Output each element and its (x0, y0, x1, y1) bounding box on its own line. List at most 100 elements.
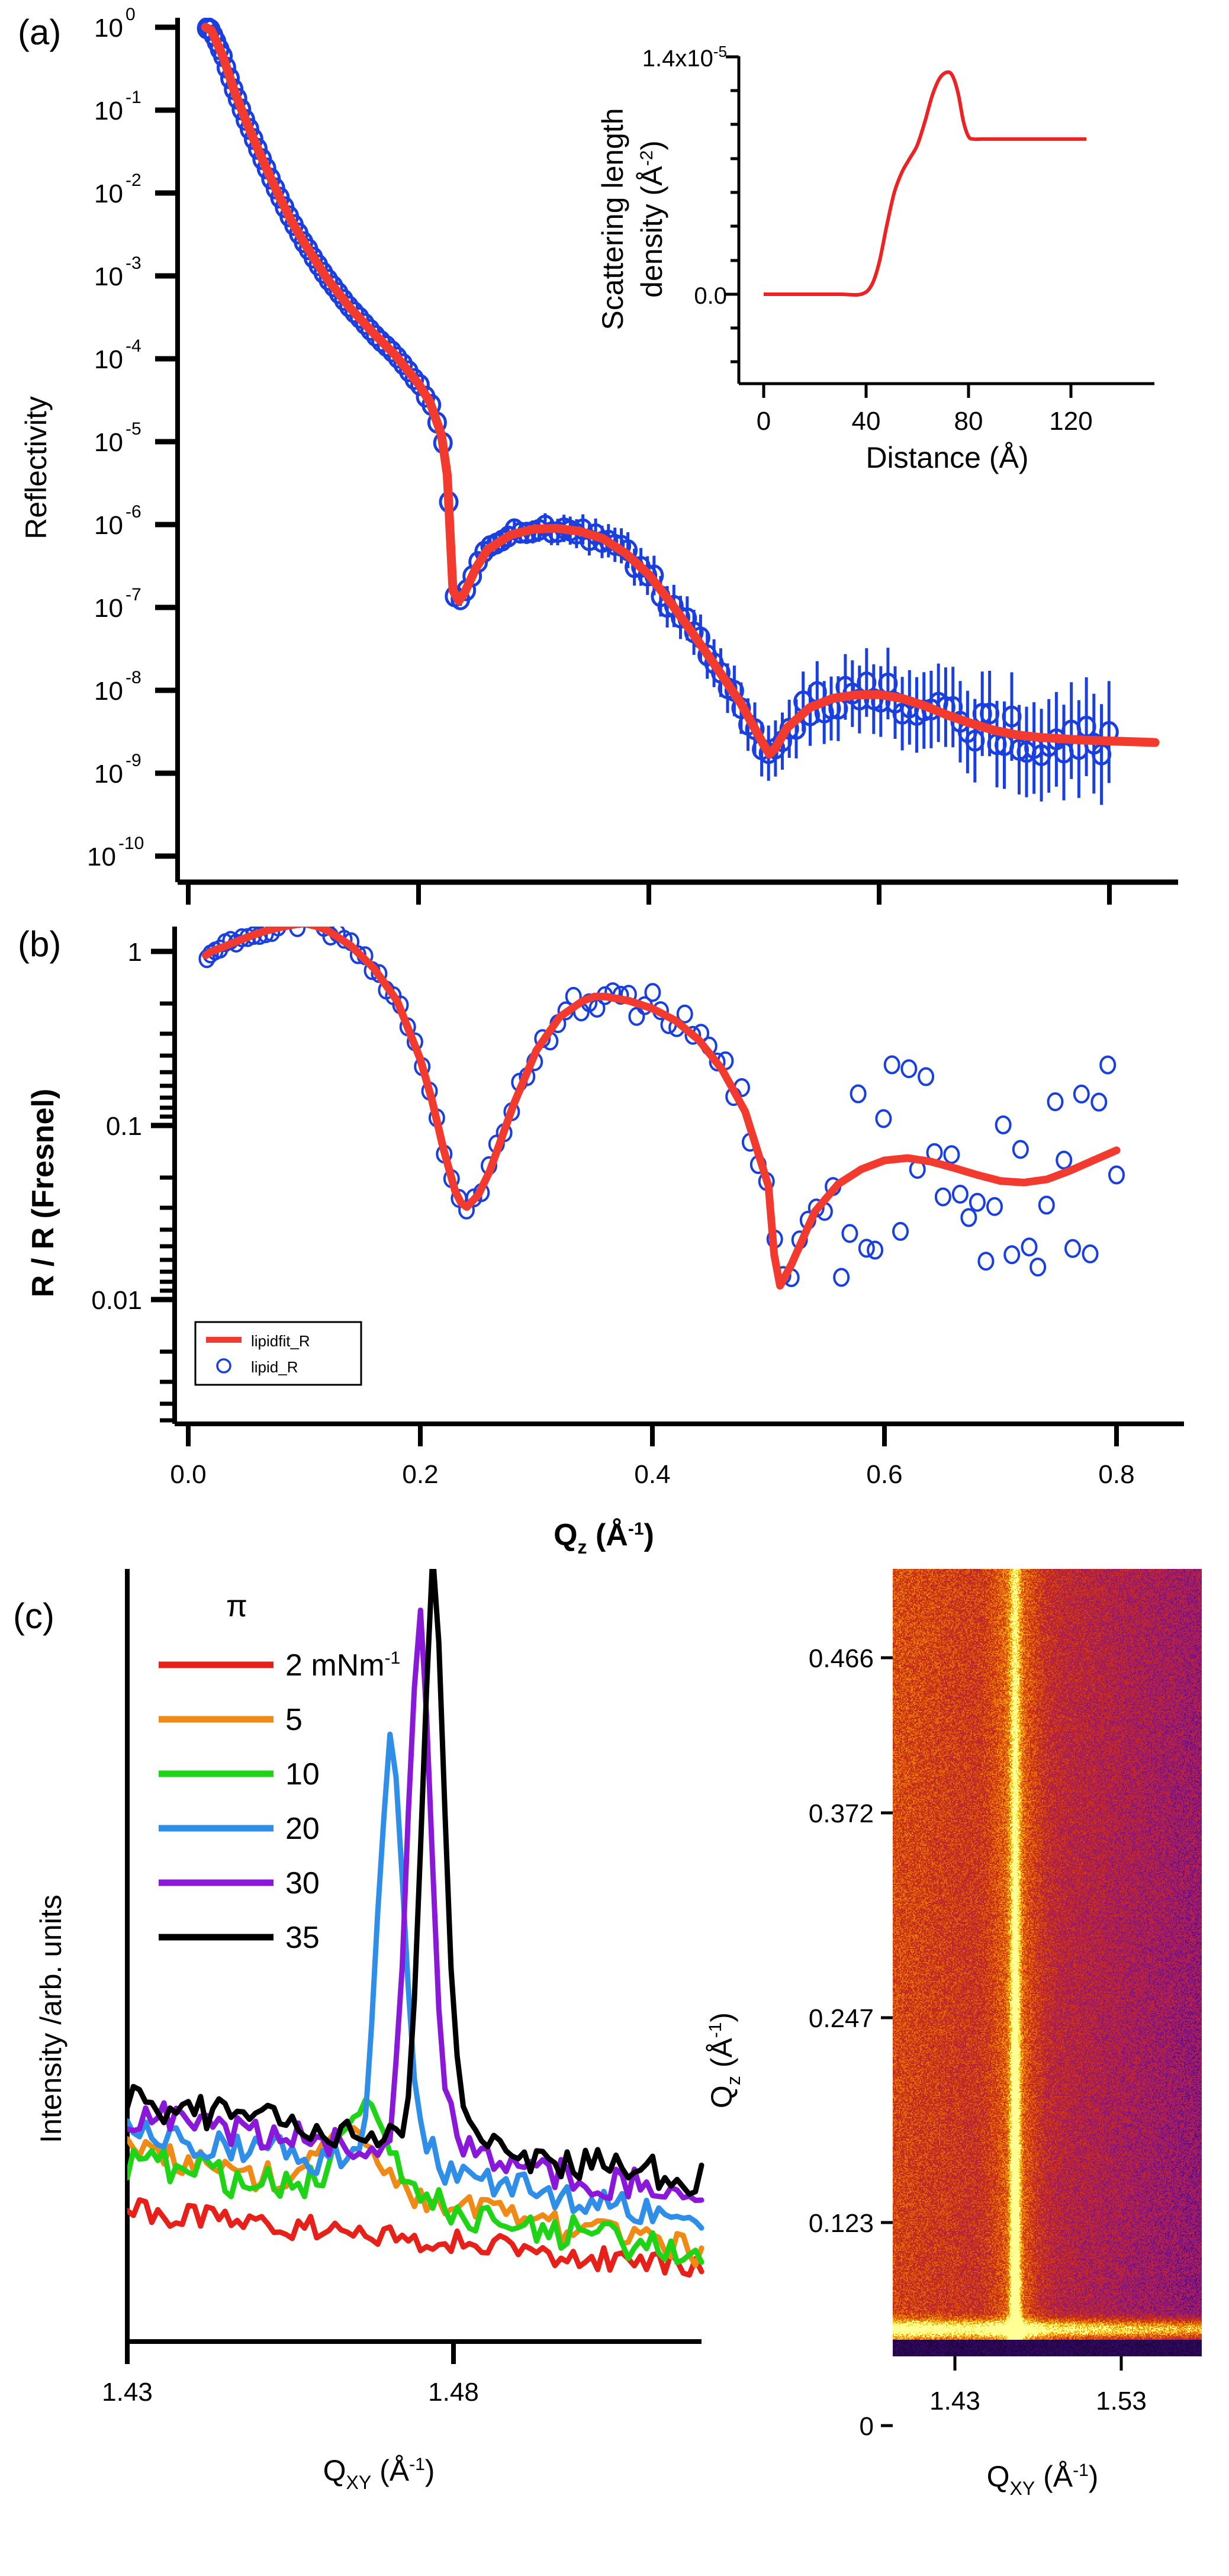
inset-xtick-0: 0 (757, 407, 771, 436)
panel-c-legend-label-3: 20 (285, 1812, 320, 1846)
panel-a-fit-curve (201, 22, 1160, 759)
panel-b-y-major-ticks (151, 948, 175, 1303)
inset-ytop-label: 1.4x10-5 (642, 43, 727, 72)
panel-b-legend-label-0: lipidfit_R (251, 1332, 310, 1350)
panel-b-legend-label-1: lipid_R (251, 1358, 298, 1376)
panel-b-label: (b) (18, 924, 61, 964)
panel-b-ytick-1: 0.1 (106, 1112, 142, 1141)
panel-b-ylabel: R / R (Fresnel) (26, 1089, 60, 1298)
panel-a-ytick-8-base: 10 (94, 677, 123, 706)
panel-b-xlabel: Qz (Å-1) (554, 1518, 654, 1558)
panel-d-x-ticks (953, 2356, 1123, 2371)
panel-b-legend-swatch-circle (216, 1358, 231, 1374)
panel-a-ytick-1-exp: -1 (126, 88, 141, 107)
panel-b-x-ticklabels: 0.0 0.2 0.4 0.6 0.8 (170, 1460, 1134, 1489)
panel-b-ytick-0: 1 (128, 938, 142, 967)
panel-c-legend-label-2: 10 (285, 1757, 320, 1792)
inset-yzero-label: 0.0 (694, 283, 727, 309)
panel-d-xlabel-unit-sup: -1 (1073, 2461, 1089, 2480)
panel-a-ytick-6-exp: -6 (126, 502, 141, 522)
panel-d-ylabel-unit-open: (Å (705, 2038, 738, 2076)
panel-b-svg: (b) R / R (Fresnel) 1 0.1 0.01 0.0 0.2 0 (18, 924, 1184, 1558)
panel-a-ytick-1-base: 10 (94, 97, 123, 126)
panel-d-ylabel-unit-close: ) (705, 2012, 738, 2022)
panel-d-xlabel-main: Q (987, 2460, 1010, 2493)
panel-b-xlabel-unit-open: (Å (587, 1518, 628, 1552)
panel-c-legend-label-1: 5 (285, 1703, 303, 1737)
panel-d-xlabel: QXY (Å-1) (987, 2460, 1099, 2499)
inset-xtick-2: 80 (954, 407, 983, 436)
inset-ylabel-line2-text: density (Å (635, 166, 668, 298)
panel-c-legend-sup-0: -1 (385, 1648, 401, 1668)
panel-b-xtick-1: 0.2 (402, 1460, 438, 1489)
panel-c-legend-text-0: 2 mNm (285, 1648, 385, 1683)
panel-d-xlabel-unit-open: (Å (1035, 2460, 1073, 2493)
panel-a-ytick-5-base: 10 (94, 428, 123, 457)
panel-b-xlabel-main: Q (554, 1518, 577, 1552)
panel-d-xlabel-unit-close: ) (1089, 2460, 1099, 2493)
panel-d-xtick-1: 1.53 (1096, 2387, 1147, 2416)
panel-a-ylabel: Reflectivity (20, 396, 53, 539)
panel-a-ytick-2-exp: -2 (126, 171, 141, 190)
panel-a-x-ticks (186, 882, 1112, 905)
panel-b-xtick-2: 0.4 (634, 1460, 670, 1489)
panel-a-y-ticks (155, 24, 178, 859)
panel-d-y-ticks (881, 1656, 893, 2427)
inset-xtick-3: 120 (1049, 407, 1092, 436)
panel-d-x-ticklabels: 1.43 1.53 (929, 2387, 1147, 2416)
panel-d-ylabel-main: Q (705, 2085, 738, 2108)
panel-b-data-points (198, 927, 1125, 1287)
inset-sld-plot: Scattering length density (Å-2) 1.4x10-5… (596, 43, 1154, 474)
inset-ylabel-line1: Scattering length (596, 108, 629, 330)
inset-y-ticks (726, 55, 739, 364)
panel-d-ylabel-unit-sup: -1 (706, 2022, 725, 2038)
panel-a-ytick-0-exp: 0 (126, 5, 136, 24)
panel-d-heatmap (893, 1569, 1202, 2356)
panel-d-ytick-4: 0 (860, 2412, 874, 2441)
panel-d-ytick-2: 0.247 (809, 2004, 874, 2033)
panel-b-xlabel-sub: z (578, 1536, 587, 1558)
panel-c-xlabel-main: Q (323, 2454, 346, 2487)
inset-ylabel-line2: density (Å-2) (635, 140, 668, 298)
panel-c-legend[interactable]: π 2 mNm-1 5 10 20 30 35 (159, 1589, 400, 1955)
panel-b-legend[interactable]: lipidfit_R lipid_R (194, 1321, 362, 1386)
panel-b-fit-curve (201, 927, 1121, 1290)
panel-a-ytick-9-base: 10 (94, 760, 123, 789)
panel-a-ytick-3-base: 10 (94, 262, 123, 291)
panel-c-legend-label-4: 30 (285, 1866, 320, 1900)
panel-a-ytick-0-base: 10 (94, 14, 123, 43)
panel-b-xlabel-unit-close: ) (644, 1518, 654, 1552)
panel-c-ylabel: Intensity /arb. units (34, 1895, 67, 2143)
panel-d-ytick-1: 0.372 (809, 1799, 874, 1828)
panel-b-xtick-0: 0.0 (170, 1460, 206, 1489)
panel-c-svg: (c) Intensity /arb. units 1.43 1.48 QXY … (13, 1569, 704, 2493)
panel-c-x-ticklabels: 1.43 1.48 (102, 2378, 479, 2407)
panel-c-legend-label-0: 2 mNm-1 (285, 1648, 400, 1683)
inset-ylabel-close: ) (635, 140, 668, 150)
panel-c-xtick-1: 1.48 (428, 2378, 479, 2407)
panel-a-label: (a) (18, 12, 61, 52)
panel-b-xtick-3: 0.6 (866, 1460, 902, 1489)
inset-x-ticklabels: 0 40 80 120 (757, 407, 1093, 436)
panel-d-ylabel-sub: z (723, 2076, 744, 2085)
panel-c-legend-label-5: 35 (285, 1921, 320, 1955)
panel-b-legend-box (194, 1321, 362, 1386)
panel-a-ytick-4-base: 10 (94, 345, 123, 374)
panel-b-y-ticklabels: 1 0.1 0.01 (91, 938, 142, 1315)
panel-a-ytick-2-base: 10 (94, 179, 123, 208)
panel-d-xlabel-sub: XY (1009, 2478, 1035, 2499)
panel-b-xlabel-unit-sup: -1 (628, 1519, 644, 1539)
panel-a-ytick-7-base: 10 (94, 594, 123, 623)
panel-a-ytick-9-exp: -9 (126, 751, 141, 770)
panel-c-xlabel-unit-close: ) (425, 2454, 435, 2487)
panel-c-xlabel: QXY (Å-1) (323, 2454, 435, 2493)
panel-a-ytick-10-base: 10 (87, 842, 116, 871)
panel-a-ytick-10-exp: -10 (118, 834, 144, 853)
panel-d-xtick-0: 1.43 (929, 2387, 980, 2416)
panel-b-ytick-2: 0.01 (91, 1286, 142, 1315)
panel-a-ytick-4-exp: -4 (126, 336, 141, 356)
inset-xtick-1: 40 (852, 407, 881, 436)
panel-a-ytick-6-base: 10 (94, 511, 123, 540)
panel-c-xlabel-unit-open: (Å (371, 2454, 410, 2487)
